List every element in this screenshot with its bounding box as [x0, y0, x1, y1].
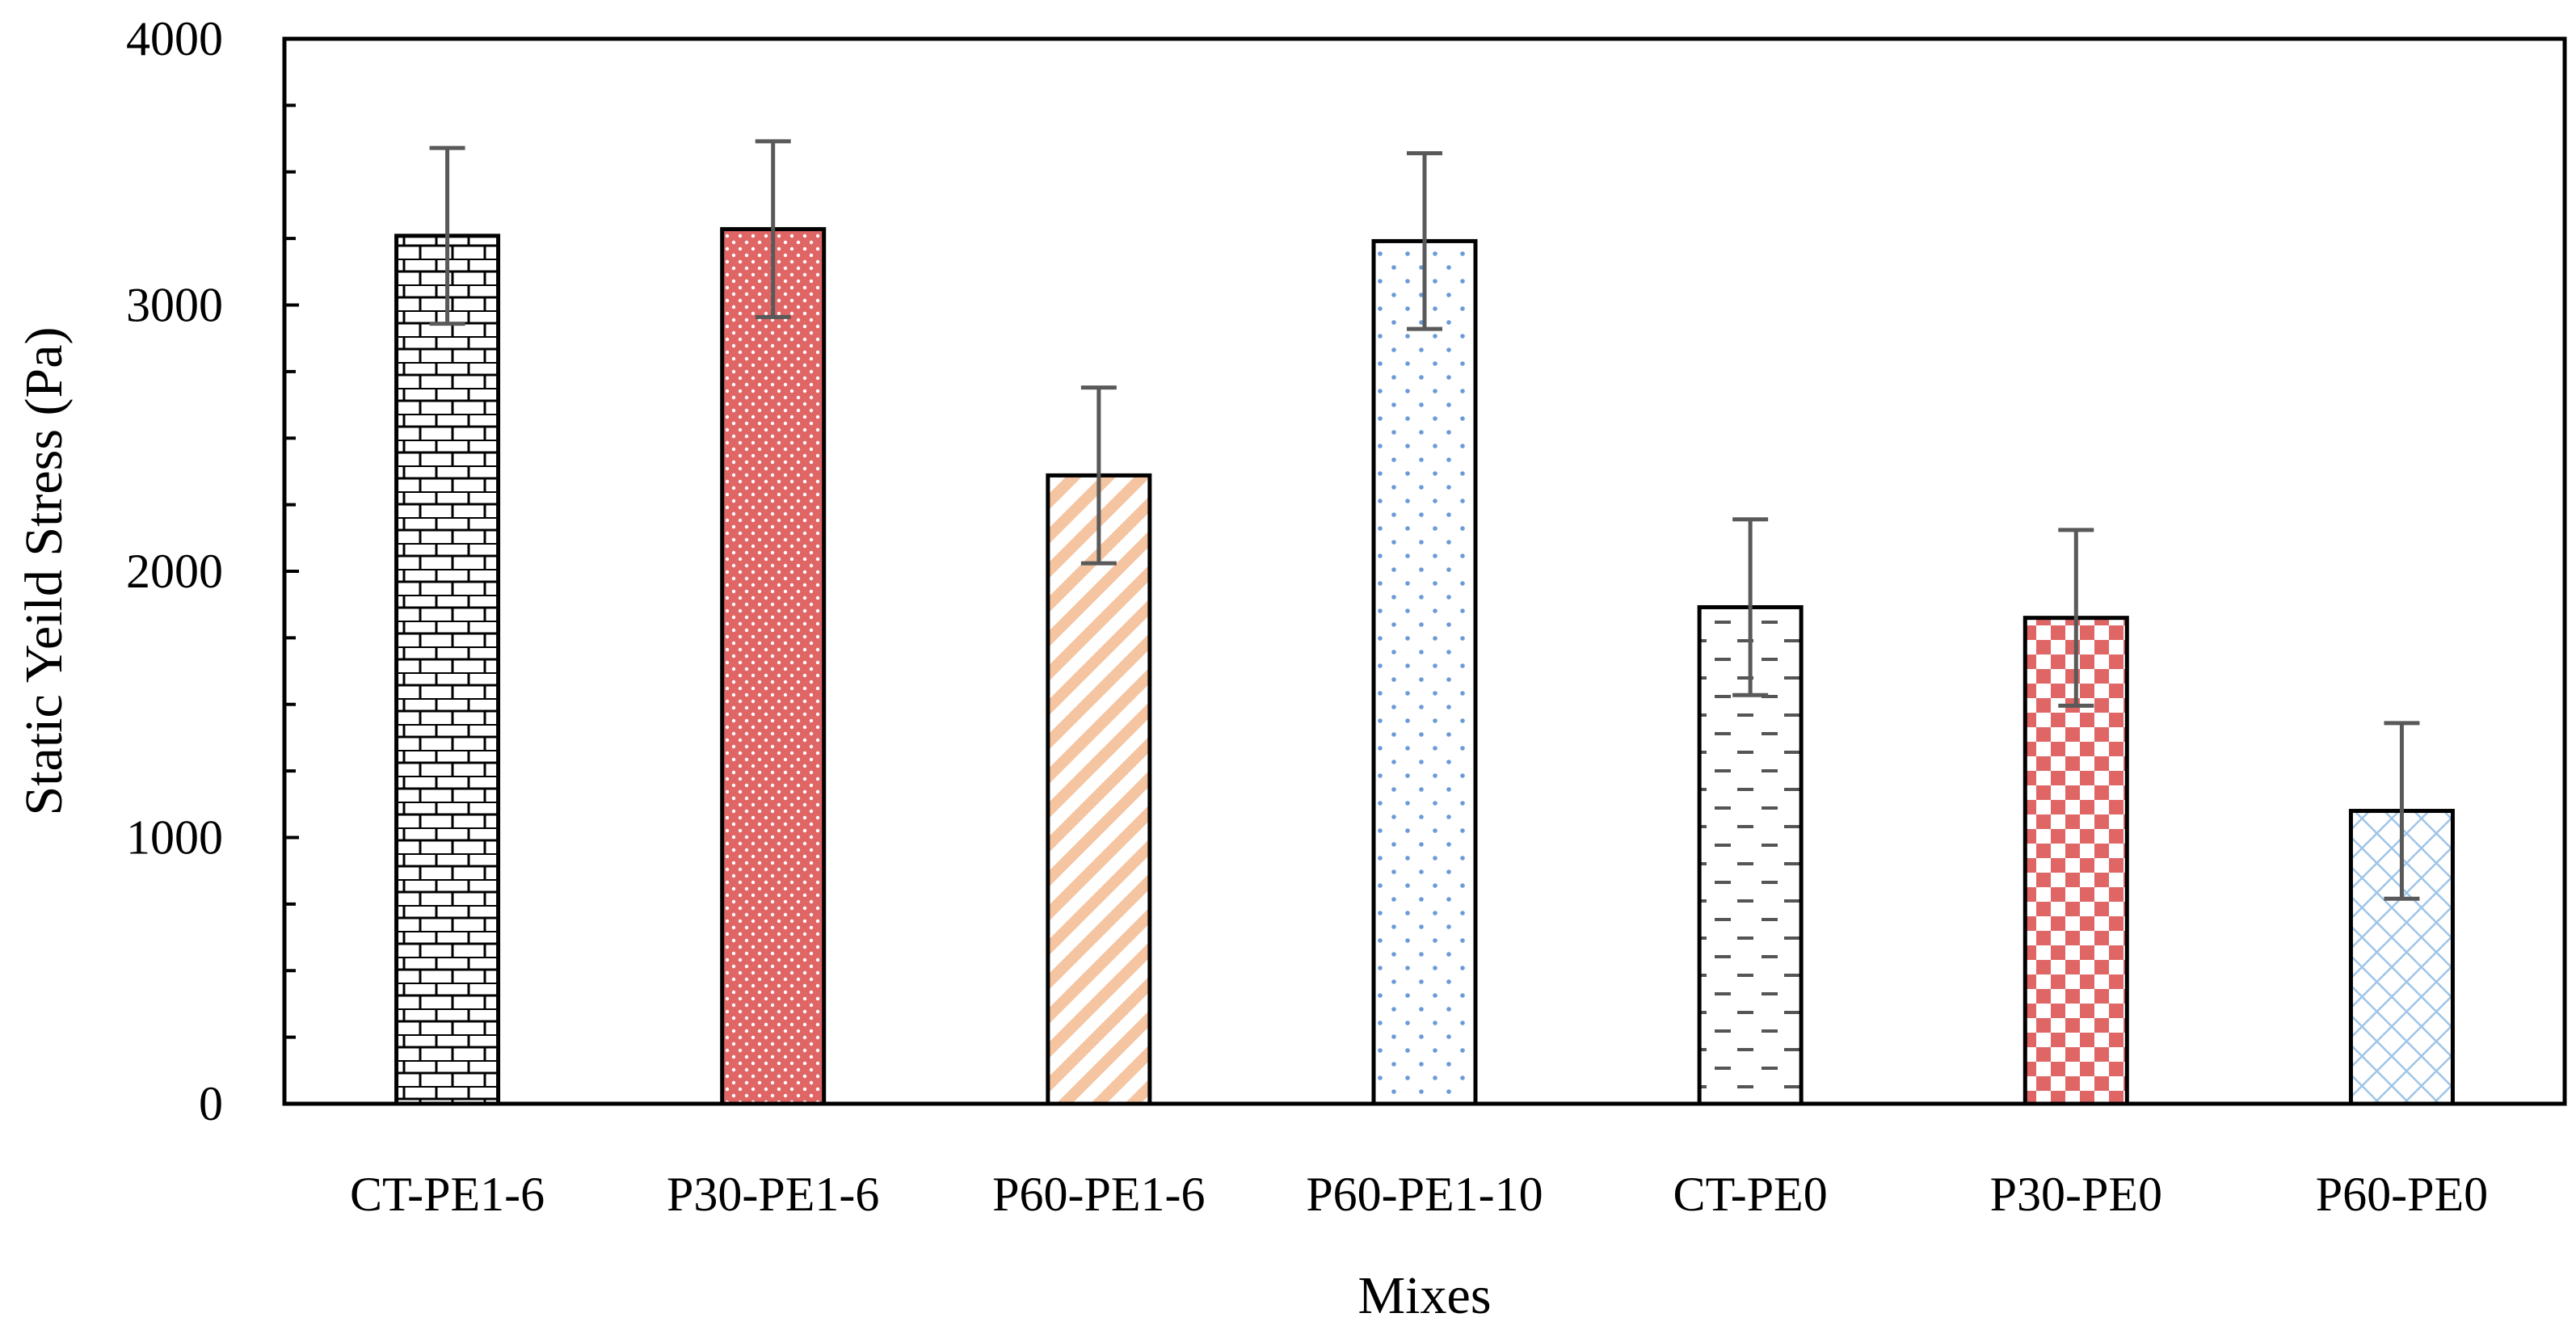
- x-category-label: P60-PE0: [2316, 1168, 2488, 1221]
- x-axis-category-labels: CT-PE1-6 P30-PE1-6 P60-PE1-6 P60-PE1-10 CT-P…: [350, 1168, 2488, 1221]
- y-tick-label: 1000: [126, 811, 223, 865]
- bar-p30-pe1-6: [720, 227, 827, 1106]
- x-category-label: CT-PE0: [1673, 1168, 1828, 1221]
- y-axis-ticks: [284, 37, 299, 1105]
- bars: [394, 227, 2455, 1106]
- bar-p60-pe1-10: [1371, 238, 1478, 1106]
- x-category-label: P30-PE0: [1990, 1168, 2162, 1221]
- bar-ct-pe1-6: [394, 234, 501, 1106]
- y-axis-title: Static Yeild Stress (Pa): [15, 326, 74, 815]
- y-axis-tick-labels: 0 1000 2000 3000 4000: [126, 12, 223, 1130]
- y-tick-label: 2000: [126, 545, 223, 598]
- error-bars: [429, 139, 2420, 901]
- x-category-label: P30-PE1-6: [667, 1168, 879, 1221]
- y-tick-label: 0: [199, 1077, 223, 1130]
- y-tick-label: 3000: [126, 279, 223, 332]
- x-category-label: P60-PE1-10: [1306, 1168, 1543, 1221]
- x-category-label: P60-PE1-6: [992, 1168, 1205, 1221]
- bar-p60-pe1-6: [1046, 473, 1152, 1106]
- y-tick-label: 4000: [126, 12, 223, 65]
- x-axis-title: Mixes: [1358, 1266, 1492, 1325]
- x-category-label: CT-PE1-6: [350, 1168, 545, 1221]
